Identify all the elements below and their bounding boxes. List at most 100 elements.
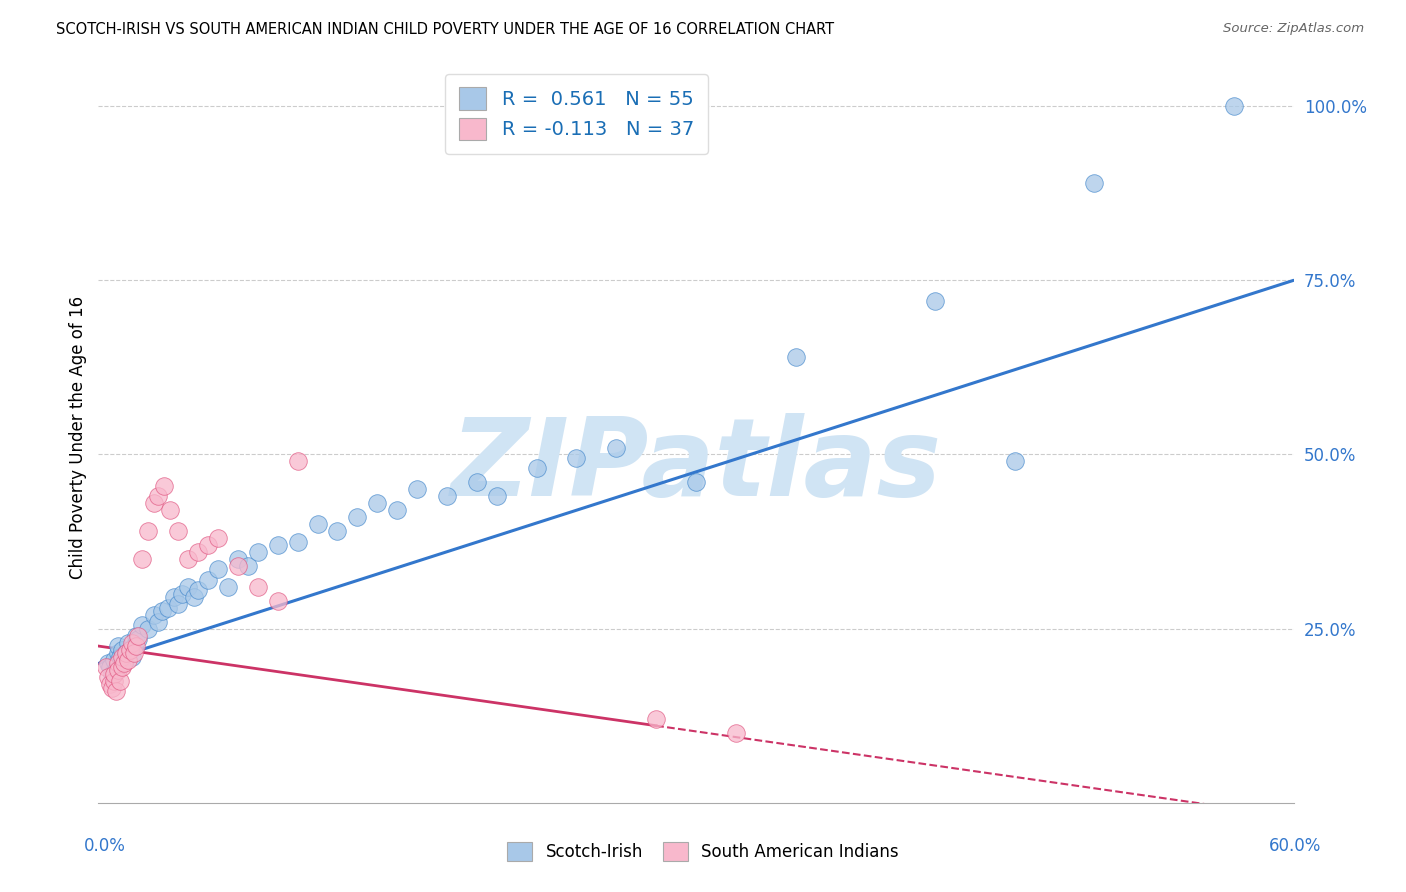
Point xyxy=(143,607,166,622)
Point xyxy=(565,450,588,465)
Point xyxy=(485,489,508,503)
Point xyxy=(115,646,138,660)
Point xyxy=(107,639,129,653)
Point xyxy=(197,573,219,587)
Point xyxy=(167,524,190,538)
Point xyxy=(1083,176,1105,190)
Point xyxy=(187,583,209,598)
Point xyxy=(121,635,143,649)
Point xyxy=(111,649,134,664)
Point xyxy=(103,653,125,667)
Point xyxy=(177,580,200,594)
Point xyxy=(117,635,139,649)
Point xyxy=(98,660,122,674)
Point xyxy=(153,479,176,493)
Point xyxy=(385,503,409,517)
Text: Source: ZipAtlas.com: Source: ZipAtlas.com xyxy=(1223,22,1364,36)
Point xyxy=(207,531,229,545)
Point xyxy=(105,684,128,698)
Text: 60.0%: 60.0% xyxy=(1270,837,1322,855)
Point xyxy=(465,475,488,490)
Point xyxy=(117,653,139,667)
Point xyxy=(110,673,132,688)
Point xyxy=(246,545,269,559)
Point xyxy=(124,646,146,660)
Point xyxy=(724,726,747,740)
Point xyxy=(110,649,132,664)
Point xyxy=(107,657,129,671)
Point xyxy=(406,483,429,497)
Point xyxy=(326,524,349,538)
Point xyxy=(187,545,209,559)
Point xyxy=(1004,454,1026,468)
Point xyxy=(112,653,135,667)
Point xyxy=(1223,99,1246,113)
Point xyxy=(131,552,153,566)
Point xyxy=(111,642,134,657)
Point xyxy=(346,510,368,524)
Point xyxy=(167,597,190,611)
Text: 0.0%: 0.0% xyxy=(84,837,127,855)
Point xyxy=(207,562,229,576)
Point xyxy=(217,580,239,594)
Y-axis label: Child Poverty Under the Age of 16: Child Poverty Under the Age of 16 xyxy=(69,295,87,579)
Point xyxy=(136,524,159,538)
Point xyxy=(645,712,668,726)
Point xyxy=(136,622,159,636)
Point xyxy=(97,670,120,684)
Point xyxy=(124,639,146,653)
Point xyxy=(115,646,138,660)
Point xyxy=(103,673,125,688)
Point xyxy=(127,632,149,646)
Point xyxy=(125,629,148,643)
Point xyxy=(605,441,627,455)
Point xyxy=(148,489,170,503)
Point xyxy=(197,538,219,552)
Point xyxy=(98,677,122,691)
Point xyxy=(120,642,142,657)
Point xyxy=(148,615,170,629)
Legend: Scotch-Irish, South American Indians: Scotch-Irish, South American Indians xyxy=(501,835,905,868)
Point xyxy=(125,639,148,653)
Point xyxy=(172,587,194,601)
Point xyxy=(163,591,186,605)
Point xyxy=(107,646,129,660)
Point xyxy=(103,667,125,681)
Point xyxy=(112,657,135,671)
Point xyxy=(131,618,153,632)
Point xyxy=(526,461,548,475)
Point xyxy=(785,350,807,364)
Point xyxy=(127,629,149,643)
Point xyxy=(287,534,309,549)
Point xyxy=(111,660,134,674)
Point xyxy=(226,558,249,573)
Point xyxy=(143,496,166,510)
Point xyxy=(121,649,143,664)
Point xyxy=(436,489,458,503)
Legend: R =  0.561   N = 55, R = -0.113   N = 37: R = 0.561 N = 55, R = -0.113 N = 37 xyxy=(446,74,707,153)
Point xyxy=(101,667,124,681)
Point xyxy=(159,503,181,517)
Point xyxy=(236,558,259,573)
Point xyxy=(267,538,290,552)
Point xyxy=(366,496,388,510)
Point xyxy=(150,604,173,618)
Point xyxy=(97,657,120,671)
Text: ZIPatlas: ZIPatlas xyxy=(450,413,942,519)
Point xyxy=(685,475,707,490)
Point xyxy=(267,594,290,608)
Point xyxy=(105,664,128,678)
Point xyxy=(96,660,118,674)
Point xyxy=(924,294,946,309)
Point xyxy=(226,552,249,566)
Point xyxy=(120,642,142,657)
Point xyxy=(183,591,205,605)
Text: SCOTCH-IRISH VS SOUTH AMERICAN INDIAN CHILD POVERTY UNDER THE AGE OF 16 CORRELAT: SCOTCH-IRISH VS SOUTH AMERICAN INDIAN CH… xyxy=(56,22,834,37)
Point xyxy=(287,454,309,468)
Point xyxy=(157,600,180,615)
Point xyxy=(107,664,129,678)
Point xyxy=(101,681,124,695)
Point xyxy=(246,580,269,594)
Point xyxy=(307,517,329,532)
Point xyxy=(177,552,200,566)
